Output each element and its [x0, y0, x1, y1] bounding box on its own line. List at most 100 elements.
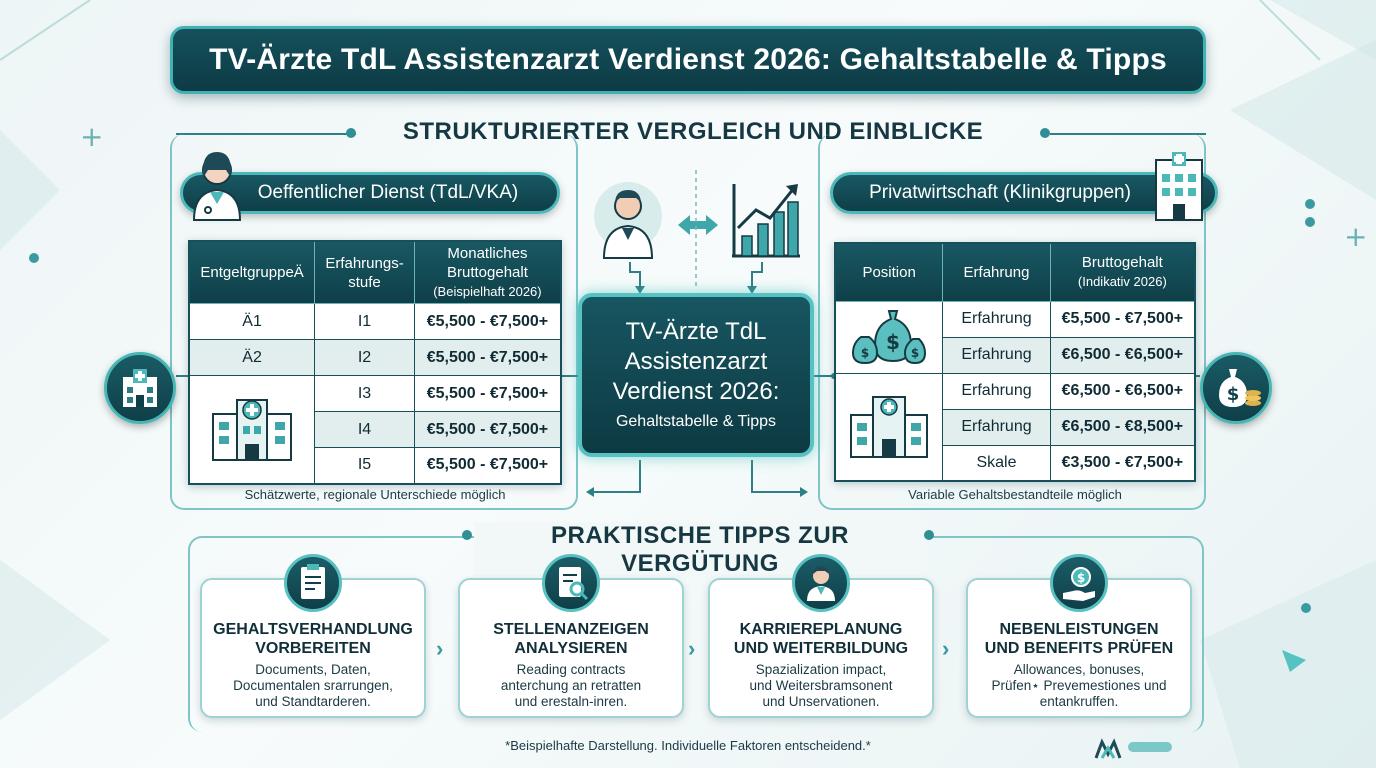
page-title: TV-Ärzte TdL Assistenzarzt Verdienst 202…	[170, 26, 1206, 94]
cell-experience: Erfahrung	[942, 372, 1051, 410]
female-doctor-icon	[186, 148, 248, 222]
doctor-icon	[792, 554, 850, 612]
tip-body-line3: und Unservationen.	[762, 694, 880, 709]
right-panel-frame	[818, 134, 1206, 510]
private-salary-table: Position Erfahrung Bruttogehalt (Indikat…	[834, 242, 1196, 482]
center-summary-box: TV-Ärzte TdL Assistenzarzt Verdienst 202…	[578, 293, 814, 457]
cell-experience: Erfahrung	[942, 300, 1051, 338]
tip-title-line2: UND WEITERBILDUNG	[733, 640, 909, 657]
tip-title-line2: VORBEREITEN	[255, 640, 371, 657]
svg-text:$: $	[1077, 571, 1085, 585]
tip-body-line2: Documentalen srarrungen,	[233, 678, 393, 693]
svg-text:$: $	[886, 330, 900, 354]
private-sector-label: Privatwirtschaft (Klinikgruppen)	[830, 172, 1218, 214]
cell-stufe: I5	[314, 447, 415, 484]
tip-title-line1: NEBENLEISTUNGEN	[999, 621, 1159, 638]
table-row: Erfahrung €6,500 - €8,500+	[835, 408, 1196, 446]
tip-card-career: KARRIEREPLANUNG UND WEITERBILDUNG Spazia…	[708, 554, 934, 718]
tip-title-line1: STELLENANZEIGEN	[493, 621, 649, 638]
private-table-note: Variable Gehaltsbestandteile möglich	[908, 487, 1122, 502]
section-heading-compare: STRUKTURIERTER VERGLEICH UND EINBLICKE	[402, 118, 984, 145]
center-line-3: Verdienst 2026:	[612, 378, 780, 405]
hospital-building-icon	[1148, 150, 1210, 222]
cell-salary: €5,500 - €7,500+	[413, 375, 562, 412]
col-header-gross-line2: (Indikativ 2026)	[1077, 274, 1167, 290]
cell-money-image: $ $ $	[834, 300, 944, 374]
table-row: Ä2 I2 €5,500 - €7,500+	[188, 339, 562, 376]
tip-body-line3: entankruffen.	[1039, 694, 1119, 709]
center-line-1: TV-Ärzte TdL	[625, 318, 767, 345]
cell-salary: €6,500 - €6,500+	[1049, 372, 1196, 410]
col-header-gross: Bruttogehalt (Indikativ 2026)	[1049, 242, 1196, 302]
tip-body-line2: Prüfen⋆ Prevemestiones und	[991, 678, 1167, 693]
cell-salary: €5,500 - €7,500+	[1049, 300, 1196, 338]
tip-card-benefits: $ NEBENLEISTUNGEN UND BENEFITS PRÜFEN Al…	[966, 554, 1192, 718]
tip-title-line2: UND BENEFITS PRÜFEN	[984, 640, 1174, 657]
cell-group: Ä2	[188, 339, 316, 376]
tip-body-line2: anterchung an retratten	[500, 678, 642, 693]
tip-title-line1: KARRIEREPLANUNG	[739, 621, 903, 638]
center-line-2: Assistenzarzt	[624, 348, 768, 375]
col-header-stufe: Erfahrungs- stufe	[314, 240, 415, 304]
benefits-hand-icon: $	[1050, 554, 1108, 612]
table-row: Ä1 I1 €5,500 - €7,500+	[188, 303, 562, 340]
clinic-building-icon	[212, 398, 293, 461]
chevron-right-icon: ›	[688, 636, 696, 661]
cell-stufe: I2	[314, 339, 415, 376]
svg-text:$: $	[861, 346, 869, 360]
public-table-note: Schätzwerte, regionale Unterschiede mögl…	[244, 487, 506, 502]
growth-chart-icon	[728, 180, 804, 260]
heading-line-right	[1050, 133, 1206, 135]
tip-body-line3: und Standtarderen.	[255, 694, 371, 709]
tip-body-line1: Reading contracts	[516, 662, 626, 677]
cell-salary: €5,500 - €7,500+	[413, 339, 562, 376]
col-header-group: EntgeltgruppeÄ	[188, 240, 316, 304]
table-row: Erfahrung €6,500 - €6,500+	[835, 336, 1196, 374]
tip-card-job-ads: STELLENANZEIGEN ANALYSIEREN Reading cont…	[458, 554, 684, 718]
table-row: Skale €3,500 - €7,500+	[835, 444, 1196, 482]
table-row: I3 €5,500 - €7,500+	[188, 375, 562, 484]
left-hospital-badge	[104, 352, 176, 424]
tips-heading-dot-right	[924, 530, 934, 540]
male-doctor-icon	[592, 180, 664, 260]
svg-text:+: +	[1344, 220, 1367, 253]
col-header-gross-line1: Bruttogehalt	[1081, 254, 1163, 272]
col-header-salary: Monatliches Bruttogehalt (Beispielhaft 2…	[413, 240, 562, 304]
compare-arrows-icon	[676, 212, 720, 238]
brand-logo-icon	[1094, 738, 1122, 760]
table-row: Erfahrung €6,500 - €6,500+	[834, 372, 1196, 482]
cell-experience: Skale	[942, 444, 1051, 482]
private-clinic-icon	[850, 396, 929, 459]
chevron-right-icon: ›	[436, 636, 444, 661]
cell-clinic-image	[834, 372, 944, 482]
chevron-right-icon: ›	[942, 636, 950, 661]
heading-line-left	[176, 133, 356, 135]
cell-salary: €6,500 - €8,500+	[1049, 408, 1196, 446]
tip-body-line1: Documents, Daten,	[255, 662, 371, 677]
tips-heading-dot-left	[462, 530, 472, 540]
document-search-icon	[542, 554, 600, 612]
tip-title-line2: ANALYSIEREN	[514, 640, 628, 657]
hospital-icon	[123, 369, 157, 407]
clipboard-icon	[284, 554, 342, 612]
heading-dot-left	[346, 128, 356, 138]
section-heading-tips: PRAKTISCHE TIPPS ZUR VERGÜTUNG	[474, 522, 926, 578]
cell-stufe: I1	[314, 303, 415, 340]
cell-salary: €5,500 - €7,500+	[413, 303, 562, 340]
footnote: *Beispielhafte Darstellung. Individuelle…	[505, 738, 871, 753]
public-salary-table: EntgeltgruppeÄ Erfahrungs- stufe Monatli…	[188, 240, 562, 485]
svg-text:+: +	[80, 120, 103, 153]
table-row: $ $ $ Erfahrung €5,500 - €7,500+	[834, 300, 1196, 374]
tip-body-line1: Allowances, bonuses,	[1013, 662, 1145, 677]
cell-salary: €3,500 - €7,500+	[1049, 444, 1196, 482]
cell-stufe: I4	[314, 411, 415, 448]
cell-salary: €5,500 - €7,500+	[413, 411, 562, 448]
table-row: I5 €5,500 - €7,500+	[189, 447, 562, 484]
cell-experience: Erfahrung	[942, 336, 1051, 374]
right-money-badge: $	[1200, 352, 1272, 424]
col-header-salary-line2: Bruttogehalt	[446, 264, 528, 281]
col-header-salary-line3: (Beispielhaft 2026)	[433, 284, 542, 299]
col-header-experience: Erfahrung	[942, 242, 1051, 302]
cell-hospital-image	[188, 375, 316, 484]
